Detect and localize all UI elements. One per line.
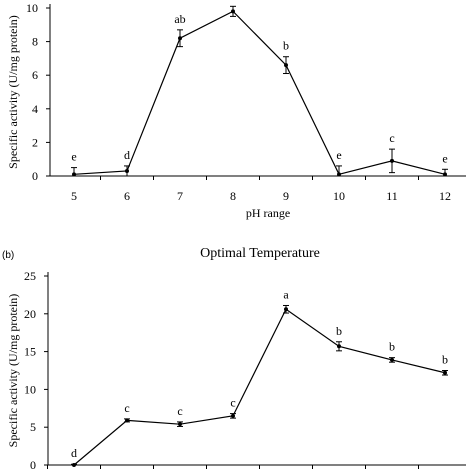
temperature-x-tick-label: 8: [442, 471, 448, 474]
ph-chart-ticks: 0 2 4 6 8 10 5 6 7 8 9 10 11 12: [26, 1, 451, 203]
temperature-chart: (b) Optimal Temperature 0 5 10 15 20 25 1 2 3 4 5 6…: [2, 246, 466, 474]
ph-data-point: [284, 63, 288, 68]
ph-significance-letter: d: [124, 148, 130, 162]
ph-significance-letter: e: [442, 151, 447, 165]
temperature-significance-letter: c: [230, 396, 235, 410]
temperature-significance-letter: d: [71, 446, 77, 460]
ph-y-tick-label: 2: [32, 135, 38, 149]
ph-data-point: [390, 158, 394, 163]
temperature-x-tick-label: 4: [230, 471, 236, 474]
ph-chart-series: edababece: [71, 0, 448, 177]
temperature-significance-letter: b: [336, 324, 342, 338]
ph-x-tick-label: 5: [71, 189, 77, 203]
ph-y-tick-label: 6: [32, 68, 38, 82]
temperature-chart-y-axis-label: Specific activity (U/mg protein): [6, 294, 20, 448]
ph-x-tick-label: 9: [283, 189, 289, 203]
temperature-significance-letter: b: [442, 353, 448, 367]
ph-x-tick-label: 10: [333, 189, 345, 203]
ph-chart-x-axis-label: pH range: [246, 206, 290, 220]
ph-significance-letter: a: [230, 0, 236, 2]
ph-data-point: [72, 172, 76, 177]
temperature-y-tick-label: 15: [24, 345, 36, 359]
ph-x-tick-label: 7: [177, 189, 183, 203]
temperature-x-tick-label: 6: [336, 471, 342, 474]
ph-data-point: [231, 9, 235, 14]
temperature-data-point: [72, 463, 76, 467]
ph-x-tick-label: 12: [439, 189, 451, 203]
temperature-y-tick-label: 20: [24, 307, 36, 321]
temperature-significance-letter: b: [389, 340, 395, 354]
temperature-data-point: [337, 344, 341, 349]
temperature-y-tick-label: 10: [24, 382, 36, 396]
temperature-data-point: [125, 418, 129, 423]
ph-y-tick-label: 8: [32, 35, 38, 49]
ph-y-tick-label: 4: [32, 102, 38, 116]
temperature-x-tick-label: 1: [71, 471, 77, 474]
temperature-significance-letter: c: [177, 404, 182, 418]
temperature-x-tick-label: 5: [283, 471, 289, 474]
temperature-y-tick-label: 0: [30, 458, 36, 472]
temperature-data-point: [390, 357, 394, 362]
ph-x-tick-label: 11: [386, 189, 398, 203]
temperature-data-point: [284, 307, 288, 312]
ph-significance-letter: e: [336, 148, 341, 162]
ph-y-tick-label: 10: [26, 1, 38, 15]
ph-significance-letter: b: [283, 39, 289, 53]
panel-b-label: (b): [2, 250, 14, 261]
ph-data-point: [178, 36, 182, 41]
temperature-chart-ticks: 0 5 10 15 20 25 1 2 3 4 5 6 7 8: [24, 269, 448, 474]
temperature-series-line: [73, 308, 446, 466]
ph-significance-letter: c: [389, 131, 394, 145]
temperature-x-tick-label: 2: [124, 471, 130, 474]
temperature-data-point: [231, 413, 235, 418]
ph-data-point: [125, 168, 129, 173]
ph-data-point: [337, 172, 341, 177]
ph-significance-letter: ab: [174, 12, 185, 26]
ph-significance-letter: e: [71, 150, 76, 164]
ph-x-tick-label: 6: [124, 189, 130, 203]
ph-data-point: [443, 172, 447, 177]
temperature-chart-series: d c c c a b b b: [71, 287, 448, 467]
temperature-x-tick-label: 3: [177, 471, 183, 474]
temperature-data-point: [178, 422, 182, 427]
ph-chart-y-axis-label: Specific activity (U/mg protein): [6, 15, 20, 169]
temperature-chart-title: Optimal Temperature: [200, 246, 320, 261]
ph-x-tick-label: 8: [230, 189, 236, 203]
temperature-significance-letter: c: [124, 401, 129, 415]
ph-series-line: [73, 10, 446, 176]
temperature-y-tick-label: 5: [30, 420, 36, 434]
temperature-significance-letter: a: [283, 287, 289, 301]
temperature-x-tick-label: 7: [389, 471, 395, 474]
ph-y-tick-label: 0: [32, 169, 38, 183]
temperature-data-point: [443, 370, 447, 375]
temperature-y-tick-label: 25: [24, 269, 36, 283]
